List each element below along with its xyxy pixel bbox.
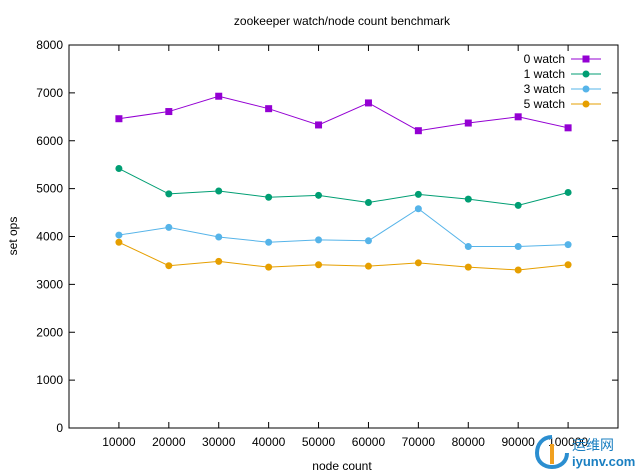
data-point — [464, 243, 472, 251]
legend-label: 5 watch — [524, 97, 565, 111]
x-tick-label: 70000 — [402, 435, 436, 449]
x-tick-label: 40000 — [252, 435, 286, 449]
data-point — [564, 261, 572, 269]
data-point — [265, 263, 273, 271]
x-tick-label: 10000 — [102, 435, 136, 449]
x-tick-label: 60000 — [352, 435, 386, 449]
y-tick-label: 8000 — [36, 38, 63, 52]
series-line — [118, 95, 569, 132]
legend-label: 1 watch — [524, 67, 565, 81]
data-point — [315, 191, 323, 199]
watermark-cn-text: 运维网 — [572, 437, 614, 453]
data-point — [364, 262, 372, 270]
data-point — [215, 92, 223, 100]
data-point — [315, 236, 323, 244]
data-point — [464, 195, 472, 203]
x-tick-label: 100000 — [548, 435, 588, 449]
legend-label: 3 watch — [524, 82, 565, 96]
series-line — [118, 241, 569, 271]
watermark-text: iyunv.com — [572, 454, 636, 469]
data-point — [582, 55, 590, 63]
legend-label: 0 watch — [524, 52, 565, 66]
data-point — [582, 70, 590, 78]
data-point — [165, 223, 173, 231]
chart-title: zookeeper watch/node count benchmark — [234, 14, 451, 28]
data-point — [265, 105, 273, 113]
data-point — [514, 201, 522, 209]
data-point — [115, 231, 123, 239]
y-tick-label: 7000 — [36, 86, 63, 100]
data-point — [564, 241, 572, 249]
data-point — [414, 259, 422, 267]
data-point — [265, 238, 273, 246]
data-point — [364, 99, 372, 107]
y-tick-label: 5000 — [36, 182, 63, 196]
data-point — [514, 113, 522, 121]
data-point — [364, 237, 372, 245]
data-point — [315, 121, 323, 129]
data-point — [564, 124, 572, 132]
data-point — [165, 108, 173, 116]
y-axis-label: set ops — [6, 217, 20, 256]
data-point — [165, 262, 173, 270]
data-point — [315, 261, 323, 269]
data-point — [265, 193, 273, 201]
y-tick-label: 1000 — [36, 373, 63, 387]
data-point — [414, 205, 422, 213]
y-tick-label: 4000 — [36, 230, 63, 244]
x-tick-label: 80000 — [452, 435, 486, 449]
data-point — [514, 266, 522, 274]
x-tick-label: 90000 — [501, 435, 535, 449]
series-line — [118, 208, 569, 248]
data-point — [115, 238, 123, 246]
data-point — [165, 190, 173, 198]
data-point — [215, 257, 223, 265]
data-point — [414, 190, 422, 198]
x-tick-label: 20000 — [152, 435, 186, 449]
series-line — [118, 168, 569, 206]
x-tick-label: 30000 — [202, 435, 236, 449]
x-axis-label: node count — [312, 459, 372, 473]
data-point — [414, 127, 422, 135]
y-tick-label: 6000 — [36, 134, 63, 148]
y-tick-label: 0 — [56, 421, 63, 435]
data-point — [215, 187, 223, 195]
y-tick-label: 3000 — [36, 277, 63, 291]
data-point — [514, 243, 522, 251]
data-point — [115, 115, 123, 123]
x-tick-label: 50000 — [302, 435, 336, 449]
y-tick-label: 2000 — [36, 325, 63, 339]
watermark: 运维网 iyunv.com — [534, 434, 636, 472]
data-point — [115, 165, 123, 173]
watermark-logo-icon — [534, 435, 569, 470]
data-point — [215, 233, 223, 241]
data-point — [464, 119, 472, 127]
plot-area: 0 1000 2000 3000 4000 5000 6000 7000 8000 10000 20… — [36, 38, 619, 449]
data-point — [582, 85, 590, 93]
data-point — [582, 100, 590, 108]
data-point — [464, 263, 472, 271]
data-point — [364, 199, 372, 207]
data-point — [564, 188, 572, 196]
